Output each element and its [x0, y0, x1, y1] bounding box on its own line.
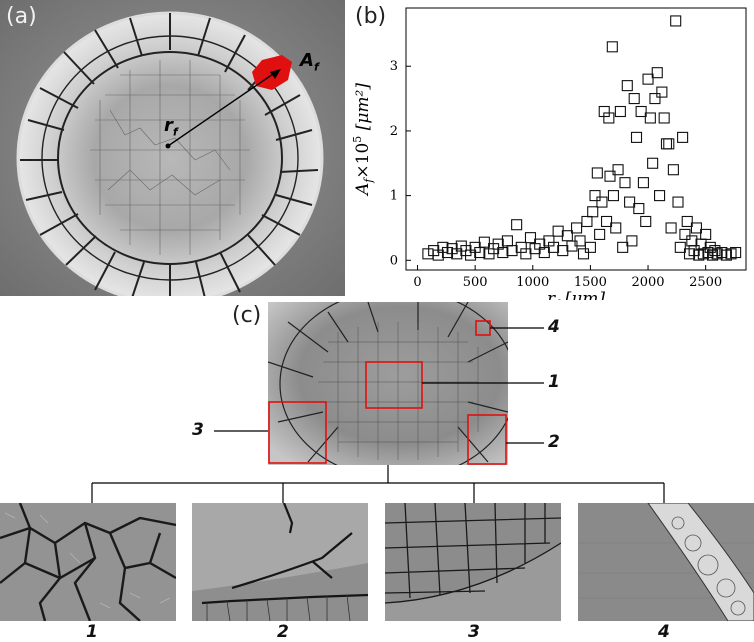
data-point	[624, 196, 636, 208]
data-point	[581, 215, 593, 228]
data-point	[617, 241, 629, 253]
zoom-label-2: 2	[277, 622, 289, 642]
data-point	[511, 219, 523, 231]
data-point	[589, 190, 601, 202]
data-point	[633, 202, 645, 215]
data-point	[690, 222, 702, 234]
data-point	[637, 177, 649, 189]
data-point	[644, 112, 656, 124]
plot-frame	[405, 7, 747, 271]
data-point	[574, 235, 586, 247]
y-tick-label: 2	[390, 124, 398, 139]
callout-1: 1	[548, 372, 560, 392]
x-tick-label: 500	[463, 275, 488, 290]
zoom-image-4	[578, 503, 754, 621]
data-point	[651, 67, 663, 79]
y-tick-label: 1	[390, 189, 398, 204]
zoom-box-1	[365, 361, 423, 409]
x-tick-label: 1500	[574, 275, 607, 290]
data-point	[614, 105, 626, 118]
scatter-chart: 0 500 1000 1500 2000 2500 0 1 2 3 Af×105 [μm²] rf…	[351, 7, 747, 300]
data-point	[654, 190, 666, 202]
data-point	[730, 246, 742, 259]
y-axis-label: Af×105 [μm²]	[351, 83, 375, 197]
data-point	[670, 15, 682, 27]
panel-a-label: (a)	[6, 4, 37, 29]
data-point	[656, 86, 668, 98]
data-point	[640, 215, 652, 228]
data-point	[677, 131, 689, 143]
data-point	[591, 167, 603, 179]
callout-3: 3	[192, 420, 204, 440]
data-point	[663, 138, 675, 150]
data-point	[665, 222, 677, 234]
x-tick-label: 2500	[689, 275, 722, 290]
a-f-label: Af	[300, 50, 319, 74]
data-point	[709, 245, 721, 257]
data-point	[606, 41, 618, 53]
data-point	[649, 93, 661, 105]
zoom-image-2	[192, 503, 368, 621]
data-point	[628, 93, 640, 105]
y-tick-label: 3	[390, 59, 398, 74]
data-point	[547, 241, 560, 253]
data-point	[584, 241, 596, 253]
data-point	[497, 246, 509, 259]
zoom-label-1: 1	[86, 622, 98, 642]
data-point	[571, 222, 583, 234]
data-point	[672, 196, 684, 208]
zoom-image-1	[0, 503, 176, 621]
r-f-label: rf	[164, 115, 178, 139]
data-point	[607, 190, 620, 202]
data-point	[524, 232, 537, 244]
x-tick-label: 0	[413, 275, 421, 290]
panel-c-label: (c)	[232, 303, 262, 328]
x-tick-label: 1000	[516, 275, 549, 290]
zoom-box-2	[467, 414, 507, 465]
data-point	[610, 222, 622, 234]
data-point	[587, 206, 599, 218]
zoom-label-4: 4	[658, 622, 670, 642]
zoom-box-3	[268, 401, 327, 464]
panel-c-overview-image	[268, 302, 508, 465]
callout-2: 2	[548, 432, 560, 452]
data-point	[478, 236, 490, 248]
callout-4: 4	[548, 317, 560, 337]
panel-a-image	[0, 0, 345, 296]
data-point	[642, 73, 654, 85]
x-axis-label: rf [μm]	[547, 289, 605, 300]
panel-b-label: (b)	[355, 4, 387, 29]
data-point	[594, 228, 606, 240]
data-point	[604, 170, 616, 182]
data-point	[647, 157, 659, 169]
data-point	[700, 228, 712, 240]
zoom-image-3	[385, 503, 561, 621]
data-point	[506, 245, 518, 257]
x-tick-label: 2000	[631, 275, 664, 290]
data-point	[577, 248, 590, 260]
panel-a-micrograph	[0, 0, 345, 296]
data-point	[667, 164, 679, 176]
data-point	[635, 105, 647, 118]
data-point	[681, 215, 693, 228]
data-point	[621, 80, 633, 92]
data-point	[630, 131, 643, 143]
data-point	[658, 112, 670, 124]
data-point	[612, 164, 624, 176]
data-point	[626, 235, 638, 247]
data-point	[679, 228, 691, 240]
data-point	[596, 196, 608, 208]
data-point	[674, 241, 686, 253]
y-tick-label: 0	[390, 253, 398, 268]
data-point	[600, 215, 613, 228]
data-point	[603, 112, 615, 124]
zoom-label-3: 3	[468, 622, 480, 642]
data-point	[619, 177, 631, 189]
